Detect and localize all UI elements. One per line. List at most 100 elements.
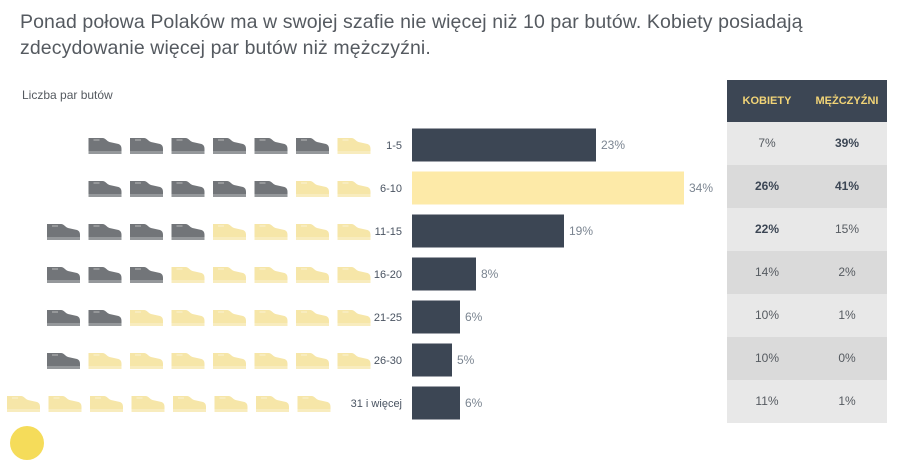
value-label: 6% [465, 310, 483, 324]
shoe-icon [214, 396, 248, 412]
category-label: 26-30 [374, 355, 402, 367]
shoe-icon [254, 138, 288, 154]
shoe-icon [130, 181, 163, 197]
shoe-icon [47, 310, 80, 326]
shoe-icon [213, 224, 246, 240]
shoe-icon [88, 267, 122, 283]
shoe-icon [337, 181, 371, 197]
shoe-icon [296, 353, 329, 369]
value-label: 34% [689, 181, 713, 195]
bar-21-25 [412, 300, 460, 334]
category-label: 1-5 [386, 140, 402, 152]
table-row: 14% 2% [727, 251, 887, 294]
shoe-icon [296, 138, 329, 154]
logo-corner [10, 426, 44, 460]
bar-26-30 [412, 343, 452, 377]
shoe-icon [130, 138, 163, 154]
shoe-icon [48, 396, 82, 412]
shoe-icon [213, 181, 246, 197]
cell-kobiety: 10% [754, 351, 780, 365]
cell-mezczyzni: 2% [838, 265, 856, 279]
table-row: 7% 39% [727, 122, 887, 165]
shoe-icon [171, 353, 205, 369]
shoe-icon [171, 224, 205, 240]
value-label: 8% [481, 267, 499, 281]
bar-chart: 23% 1-5 34% 6-10 19% 11-15 8% 16-20 6% 21-25 5% 26-… [7, 128, 713, 420]
cell-mezczyzni: 15% [834, 222, 860, 236]
cell-kobiety: 22% [754, 222, 780, 236]
shoe-icon [296, 310, 329, 326]
shoe-icon [296, 181, 329, 197]
page-title: Ponad połowa Polaków ma w swojej szafie … [20, 11, 803, 59]
shoe-icon [88, 310, 122, 326]
cell-mezczyzni: 1% [838, 308, 856, 322]
shoe-icon [254, 181, 288, 197]
header-mezczyzni: MĘŻCZYŹNI [815, 95, 879, 107]
table-row: 10% 0% [727, 337, 887, 380]
shoe-icon [7, 396, 40, 412]
table-row: 11% 1% [727, 380, 887, 423]
shoe-icon [254, 267, 288, 283]
cell-kobiety: 7% [758, 136, 776, 150]
shoe-icon [337, 310, 371, 326]
bar-1-5 [412, 128, 596, 162]
bar-6-10 [412, 171, 684, 205]
value-label: 19% [569, 224, 593, 238]
value-label: 23% [601, 138, 625, 152]
table-row: 22% 15% [727, 208, 887, 251]
shoe-icon [254, 353, 288, 369]
shoe-icon [173, 396, 206, 412]
category-label: 21-25 [374, 312, 402, 324]
cell-kobiety: 14% [754, 265, 780, 279]
value-label: 5% [457, 353, 475, 367]
shoe-icon [213, 353, 246, 369]
cell-kobiety: 26% [754, 179, 780, 193]
shoe-icon [131, 396, 165, 412]
shoe-icon [47, 353, 80, 369]
cell-mezczyzni: 39% [834, 136, 860, 150]
shoe-icon [254, 224, 288, 240]
shoe-icon [296, 224, 329, 240]
shoe-icon [213, 138, 246, 154]
shoe-icon [297, 396, 331, 412]
cell-mezczyzni: 0% [838, 351, 856, 365]
shoe-icon [213, 267, 246, 283]
shoe-icon [171, 310, 205, 326]
category-label: 6-10 [380, 183, 402, 195]
header-kobiety: KOBIETY [742, 95, 792, 107]
table-row: 26% 41% [727, 165, 887, 208]
table-row: 10% 1% [727, 294, 887, 337]
category-label: 11-15 [375, 226, 402, 238]
shoe-icon [88, 138, 122, 154]
bar-11-15 [412, 214, 564, 248]
shoe-icon [171, 267, 205, 283]
shoe-icon [296, 267, 329, 283]
y-axis-label: Liczba par butów [22, 88, 113, 102]
shoe-icon [88, 181, 122, 197]
shoe-icon [256, 396, 289, 412]
shoe-icon [90, 396, 123, 412]
shoe-icon [337, 353, 371, 369]
cell-kobiety: 10% [754, 308, 780, 322]
shoe-icon [337, 138, 371, 154]
shoe-icon [213, 310, 246, 326]
bar-31-i-więcej [412, 386, 460, 420]
shoe-icon [130, 353, 163, 369]
cell-mezczyzni: 41% [834, 179, 860, 193]
shoe-icon [337, 224, 371, 240]
shoe-icon [130, 267, 163, 283]
shoe-icon [171, 138, 205, 154]
cell-kobiety: 11% [755, 394, 779, 408]
shoe-icon [171, 181, 205, 197]
shoe-icon [130, 224, 163, 240]
value-label: 6% [465, 396, 483, 410]
cell-mezczyzni: 1% [838, 394, 856, 408]
shoe-icon [47, 224, 80, 240]
table-header: KOBIETY MĘŻCZYŹNI [727, 80, 887, 122]
category-label: 16-20 [374, 269, 402, 281]
shoe-icon [337, 267, 371, 283]
category-label: 31 i więcej [351, 398, 402, 410]
shoe-icon [130, 310, 163, 326]
shoe-icon [88, 224, 122, 240]
shoe-icon [254, 310, 288, 326]
